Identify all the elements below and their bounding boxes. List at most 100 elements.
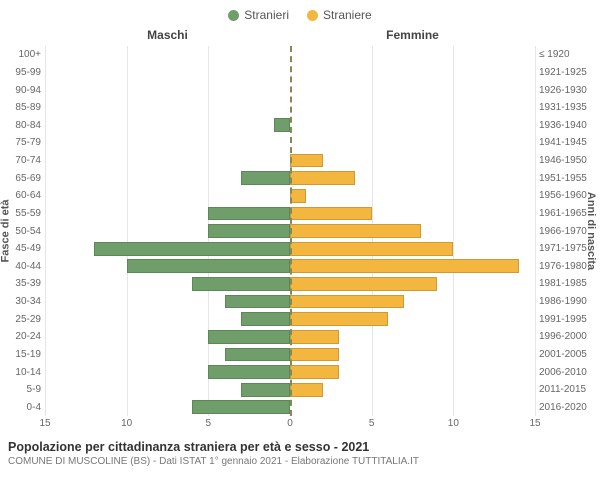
male-side <box>45 46 290 64</box>
male-bar <box>192 277 290 291</box>
y-axis-right: Anni di nascita <box>584 46 598 416</box>
female-swatch <box>307 10 318 21</box>
female-side <box>290 310 535 328</box>
pyramid-row: 90-941926-1930 <box>0 81 600 99</box>
female-bar <box>290 207 372 221</box>
chart-subtitle: COMUNE DI MUSCOLINE (BS) - Dati ISTAT 1°… <box>8 454 592 467</box>
male-bar <box>94 242 290 256</box>
male-side <box>45 363 290 381</box>
legend: Stranieri Straniere <box>0 0 600 26</box>
male-side <box>45 293 290 311</box>
pyramid-row: 70-741946-1950 <box>0 152 600 170</box>
female-bar <box>290 312 388 326</box>
x-tick: 15 <box>39 418 50 429</box>
female-side <box>290 346 535 364</box>
female-bar <box>290 277 437 291</box>
female-bar <box>290 224 421 238</box>
male-bar <box>225 295 290 309</box>
footer: Popolazione per cittadinanza straniera p… <box>0 436 600 467</box>
male-bar <box>127 259 290 273</box>
female-side <box>290 64 535 82</box>
male-side <box>45 222 290 240</box>
male-side <box>45 258 290 276</box>
legend-male-label: Stranieri <box>244 8 289 22</box>
male-bar <box>241 312 290 326</box>
female-side <box>290 275 535 293</box>
pyramid-row: 75-791941-1945 <box>0 134 600 152</box>
male-side <box>45 99 290 117</box>
male-side <box>45 205 290 223</box>
chart-title: Popolazione per cittadinanza straniera p… <box>8 440 592 454</box>
male-swatch <box>228 10 239 21</box>
pyramid-row: 30-341986-1990 <box>0 293 600 311</box>
rows-container: 100+≤ 192095-991921-192590-941926-193085… <box>0 46 600 416</box>
x-tick: 5 <box>206 418 212 429</box>
male-bar <box>208 224 290 238</box>
male-side <box>45 117 290 135</box>
female-side <box>290 81 535 99</box>
pyramid-row: 20-241996-2000 <box>0 328 600 346</box>
female-side <box>290 328 535 346</box>
female-bar <box>290 295 404 309</box>
female-side <box>290 152 535 170</box>
female-side <box>290 240 535 258</box>
female-side <box>290 293 535 311</box>
male-bar <box>241 171 290 185</box>
male-side <box>45 134 290 152</box>
female-side <box>290 169 535 187</box>
male-bar <box>192 400 290 414</box>
y-axis-left: Fasce di età <box>0 46 12 416</box>
male-bar <box>274 118 290 132</box>
female-side <box>290 46 535 64</box>
female-side <box>290 99 535 117</box>
male-bar <box>241 383 290 397</box>
male-side <box>45 152 290 170</box>
pyramid-row: 45-491971-1975 <box>0 240 600 258</box>
male-side <box>45 64 290 82</box>
legend-item-male: Stranieri <box>228 8 289 22</box>
male-side <box>45 187 290 205</box>
pyramid-row: 100+≤ 1920 <box>0 46 600 64</box>
female-bar <box>290 383 323 397</box>
pyramid-row: 65-691951-1955 <box>0 169 600 187</box>
pyramid-row: 50-541966-1970 <box>0 222 600 240</box>
male-bar <box>208 330 290 344</box>
female-bar <box>290 242 453 256</box>
female-bar <box>290 189 306 203</box>
center-line <box>290 46 292 416</box>
female-side <box>290 222 535 240</box>
pyramid-row: 85-891931-1935 <box>0 99 600 117</box>
pyramid-row: 35-391981-1985 <box>0 275 600 293</box>
female-side <box>290 381 535 399</box>
x-tick: 5 <box>369 418 375 429</box>
pyramid-row: 60-641956-1960 <box>0 187 600 205</box>
pyramid-row: 10-142006-2010 <box>0 363 600 381</box>
male-bar <box>208 207 290 221</box>
x-tick: 10 <box>448 418 459 429</box>
pyramid-row: 0-42016-2020 <box>0 399 600 417</box>
pyramid-row: 40-441976-1980 <box>0 258 600 276</box>
male-side <box>45 81 290 99</box>
legend-female-label: Straniere <box>323 8 372 22</box>
y-axis-right-label: Anni di nascita <box>585 192 597 270</box>
female-bar <box>290 330 339 344</box>
male-side <box>45 240 290 258</box>
male-side <box>45 169 290 187</box>
pyramid-row: 55-591961-1965 <box>0 205 600 223</box>
female-side <box>290 399 535 417</box>
pyramid-plot: 100+≤ 192095-991921-192590-941926-193085… <box>0 46 600 436</box>
pyramid-row: 80-841936-1940 <box>0 117 600 135</box>
male-side <box>45 328 290 346</box>
x-tick: 15 <box>529 418 540 429</box>
header-male: Maschi <box>45 28 290 42</box>
female-side <box>290 363 535 381</box>
pyramid-row: 15-192001-2005 <box>0 346 600 364</box>
female-bar <box>290 154 323 168</box>
pyramid-row: 25-291991-1995 <box>0 310 600 328</box>
male-side <box>45 346 290 364</box>
y-axis-left-label: Fasce di età <box>0 200 11 263</box>
legend-item-female: Straniere <box>307 8 372 22</box>
x-tick: 10 <box>121 418 132 429</box>
female-bar <box>290 171 355 185</box>
male-side <box>45 381 290 399</box>
